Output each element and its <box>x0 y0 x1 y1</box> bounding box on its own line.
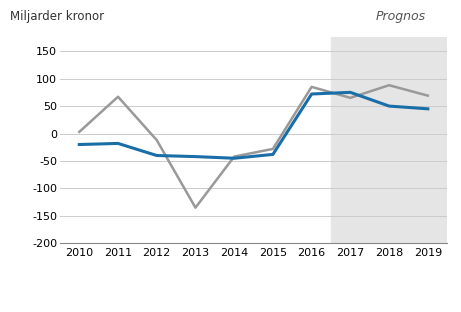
Text: Miljarder kronor: Miljarder kronor <box>10 10 104 23</box>
Text: Prognos: Prognos <box>376 10 426 23</box>
Bar <box>331 37 447 243</box>
